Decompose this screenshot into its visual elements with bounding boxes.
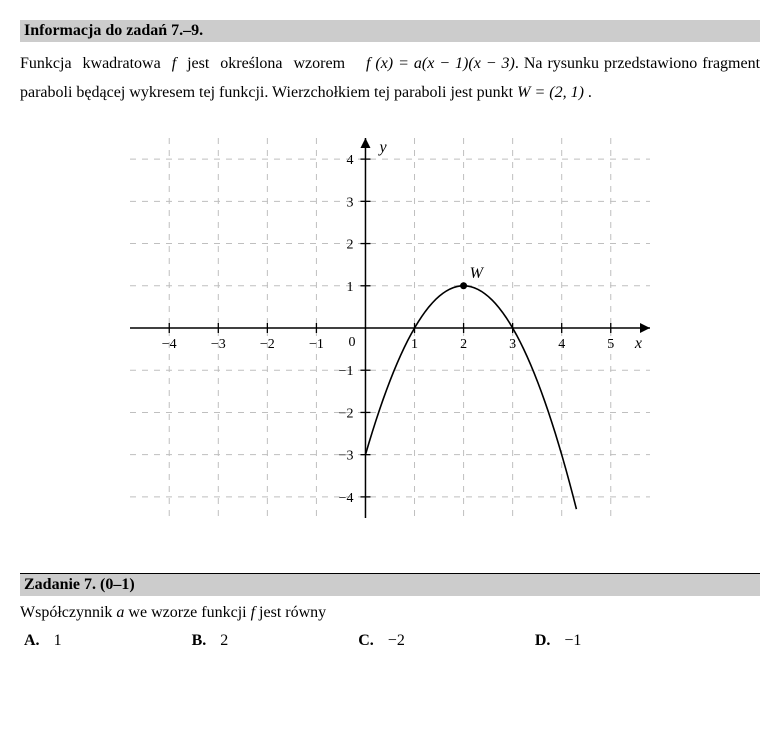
answer-row: A. 1 B. 2 C. −2 D. −1	[20, 632, 760, 650]
svg-text:−3: −3	[339, 448, 354, 463]
answer-A: A. 1	[24, 632, 62, 650]
answer-value: 1	[54, 632, 62, 650]
chart-svg: −4 −3 −2 −1 1 2 3 4 5 −4 −3 −2 −1 1 2 3 4 0 x y W	[130, 138, 650, 518]
svg-text:W: W	[470, 264, 485, 281]
text-part: Współczynnik	[20, 604, 116, 621]
svg-text:4: 4	[346, 153, 353, 168]
answer-letter: C.	[358, 632, 374, 650]
text-part: jest określona wzorem	[176, 55, 356, 72]
task-header: Zadanie 7. (0–1)	[20, 574, 760, 596]
text-part: jest równy	[255, 604, 326, 621]
svg-text:−1: −1	[309, 337, 324, 352]
svg-text:−4: −4	[162, 337, 177, 352]
svg-text:−2: −2	[260, 337, 275, 352]
svg-text:2: 2	[346, 237, 353, 252]
info-header: Informacja do zadań 7.–9.	[20, 20, 760, 42]
chart-parabola: −4 −3 −2 −1 1 2 3 4 5 −4 −3 −2 −1 1 2 3 4 0 x y W	[20, 138, 760, 523]
answer-value: 2	[220, 632, 228, 650]
svg-text:4: 4	[558, 337, 565, 352]
problem-paragraph: Funkcja kwadratowa f jest określona wzor…	[20, 50, 760, 108]
svg-text:2: 2	[460, 337, 467, 352]
svg-text:5: 5	[607, 337, 614, 352]
formula: f (x) = a(x − 1)(x − 3)	[366, 55, 515, 72]
answer-value: −2	[388, 632, 405, 650]
task-question: Współczynnik a we wzorze funkcji f jest …	[20, 604, 760, 622]
svg-text:y: y	[377, 139, 387, 156]
svg-text:−4: −4	[339, 490, 354, 505]
svg-text:1: 1	[411, 337, 418, 352]
text-part: .	[584, 84, 592, 101]
svg-text:0: 0	[348, 335, 355, 350]
answer-letter: D.	[535, 632, 551, 650]
svg-text:1: 1	[346, 279, 353, 294]
svg-text:−3: −3	[211, 337, 226, 352]
answer-B: B. 2	[192, 632, 229, 650]
answer-D: D. −1	[535, 632, 582, 650]
svg-text:3: 3	[346, 195, 353, 210]
answer-C: C. −2	[358, 632, 405, 650]
svg-text:x: x	[634, 335, 642, 352]
vertex-def: W = (2, 1)	[517, 84, 584, 101]
text-part: Funkcja kwadratowa	[20, 55, 172, 72]
answer-letter: B.	[192, 632, 207, 650]
answer-value: −1	[564, 632, 581, 650]
answer-letter: A.	[24, 632, 40, 650]
svg-text:3: 3	[509, 337, 516, 352]
svg-text:−1: −1	[339, 364, 354, 379]
text-part: we wzorze funkcji	[124, 604, 250, 621]
svg-text:−2: −2	[339, 406, 354, 421]
